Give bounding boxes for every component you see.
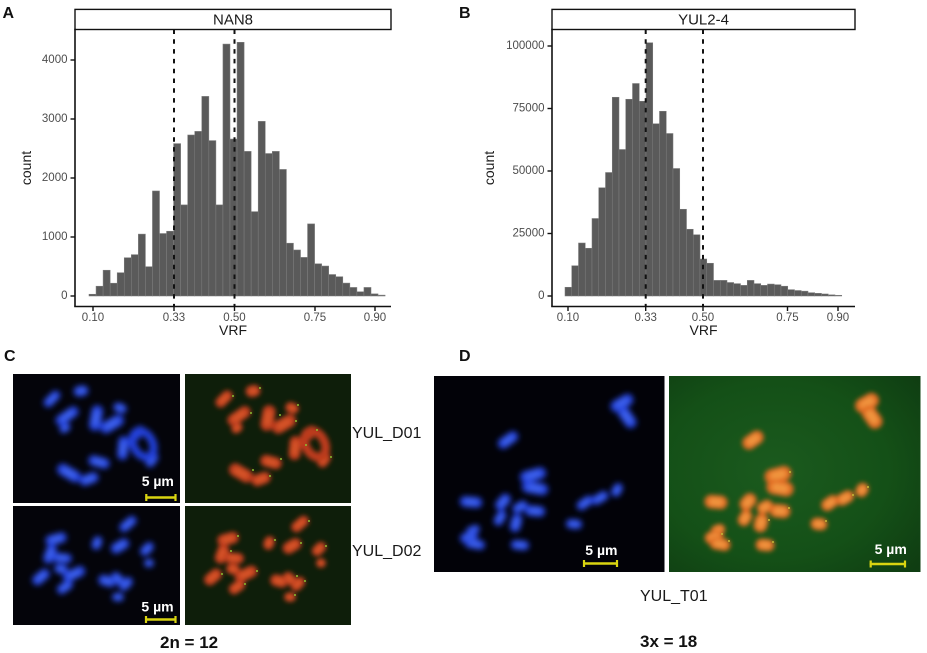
svg-text:YUL2-4: YUL2-4 bbox=[678, 11, 729, 28]
svg-text:0.33: 0.33 bbox=[163, 312, 185, 324]
svg-text:VRF: VRF bbox=[219, 322, 247, 338]
svg-text:5 µm: 5 µm bbox=[141, 599, 173, 615]
svg-text:0.75: 0.75 bbox=[304, 312, 326, 324]
svg-text:VRF: VRF bbox=[690, 322, 718, 338]
svg-text:5 µm: 5 µm bbox=[141, 473, 173, 489]
svg-text:0: 0 bbox=[61, 290, 67, 302]
svg-text:5 µm: 5 µm bbox=[585, 541, 617, 557]
svg-text:0.90: 0.90 bbox=[364, 312, 386, 324]
svg-text:NAN8: NAN8 bbox=[213, 11, 253, 28]
svg-text:0.50: 0.50 bbox=[223, 312, 245, 324]
svg-text:count: count bbox=[18, 151, 34, 185]
svg-text:1000: 1000 bbox=[42, 231, 68, 243]
svg-text:5 µm: 5 µm bbox=[875, 541, 907, 557]
svg-text:3000: 3000 bbox=[42, 113, 68, 125]
svg-text:75000: 75000 bbox=[513, 103, 545, 115]
svg-text:4000: 4000 bbox=[42, 54, 68, 66]
svg-text:0.90: 0.90 bbox=[827, 312, 849, 324]
svg-text:0: 0 bbox=[538, 290, 544, 302]
svg-text:0.75: 0.75 bbox=[776, 312, 798, 324]
svg-text:100000: 100000 bbox=[506, 40, 544, 52]
svg-text:0.10: 0.10 bbox=[82, 312, 104, 324]
svg-text:50000: 50000 bbox=[513, 165, 545, 177]
svg-text:2000: 2000 bbox=[42, 172, 68, 184]
svg-text:0.10: 0.10 bbox=[557, 312, 579, 324]
svg-text:25000: 25000 bbox=[513, 228, 545, 240]
svg-text:count: count bbox=[481, 151, 497, 185]
svg-text:0.50: 0.50 bbox=[692, 312, 714, 324]
svg-text:0.33: 0.33 bbox=[635, 312, 657, 324]
